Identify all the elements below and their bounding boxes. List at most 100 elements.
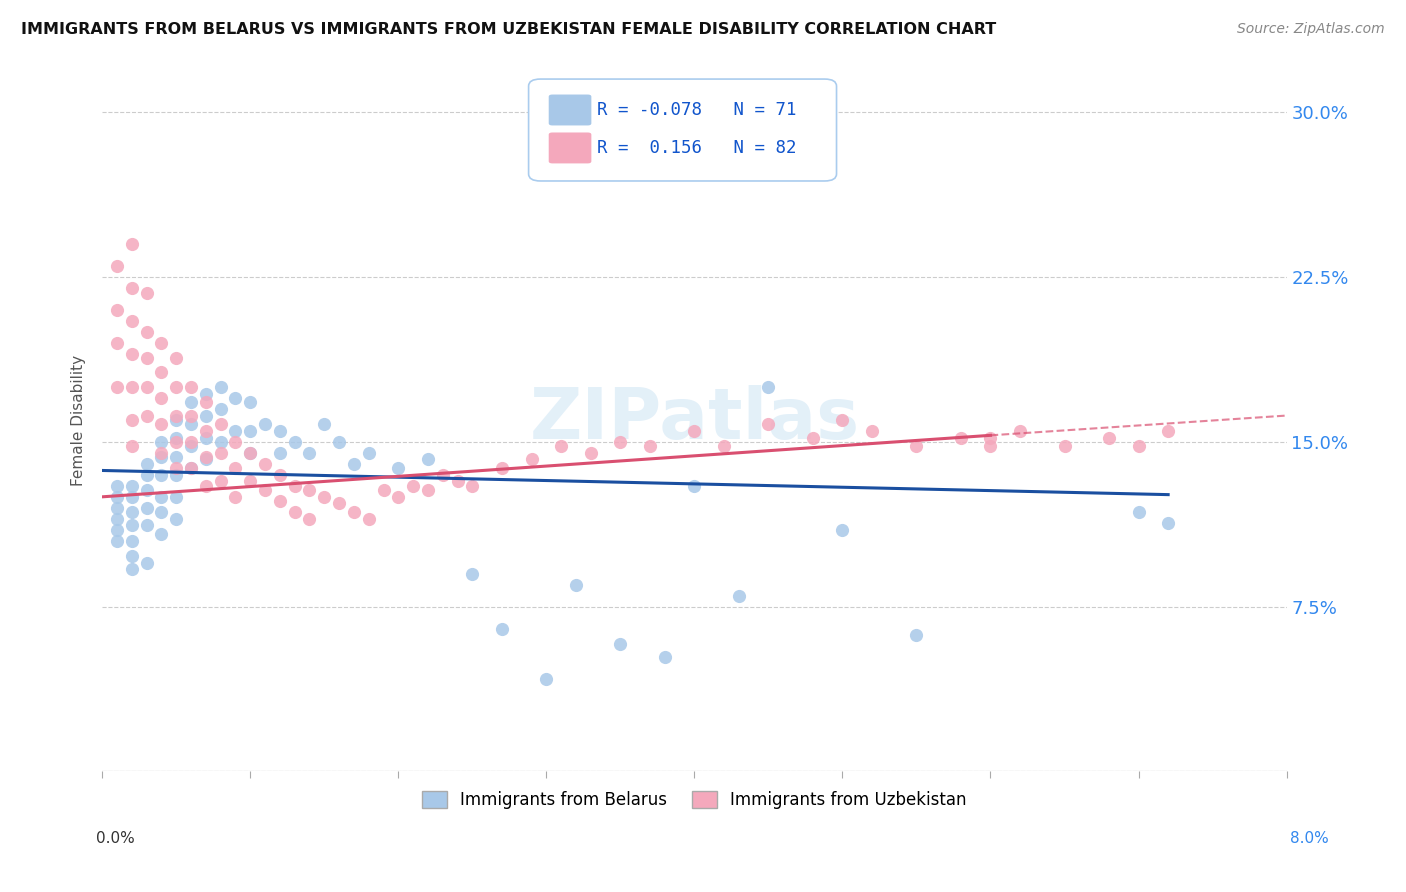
Point (284, 479, 307, 493)
FancyBboxPatch shape (548, 95, 592, 126)
Point (758, 380, 780, 394)
Point (269, 494, 291, 508)
Point (284, 505, 307, 519)
Point (416, 452, 439, 467)
Point (150, 490, 173, 504)
Point (150, 450, 173, 465)
Point (135, 285, 157, 300)
Point (609, 637, 631, 651)
Point (121, 549, 143, 563)
Point (1128, 505, 1150, 519)
Point (254, 483, 277, 498)
Point (121, 380, 143, 394)
Point (150, 505, 173, 519)
Point (1157, 424, 1180, 438)
Point (180, 461, 202, 475)
Point (105, 512, 128, 526)
Point (284, 434, 307, 449)
Point (121, 281, 143, 295)
Point (565, 577, 588, 591)
Point (683, 424, 706, 438)
Point (165, 413, 187, 427)
Point (1053, 439, 1076, 453)
Point (860, 424, 883, 438)
Point (239, 475, 262, 489)
Point (209, 401, 232, 416)
Point (105, 479, 128, 493)
Point (239, 424, 262, 438)
Point (194, 450, 217, 465)
Point (194, 395, 217, 409)
Point (1098, 430, 1121, 444)
Y-axis label: Female Disability: Female Disability (72, 354, 86, 485)
Point (150, 365, 173, 379)
Point (520, 452, 543, 467)
Point (209, 475, 232, 489)
Point (121, 413, 143, 427)
Point (536, 672, 558, 686)
Point (194, 409, 217, 423)
Point (209, 417, 232, 432)
Point (135, 556, 157, 570)
Point (121, 439, 143, 453)
Point (135, 518, 157, 533)
Point (713, 439, 735, 453)
Point (135, 351, 157, 366)
Point (579, 446, 602, 460)
Point (328, 434, 350, 449)
Point (209, 434, 232, 449)
Point (979, 430, 1001, 444)
Point (609, 434, 631, 449)
Point (298, 446, 321, 460)
Text: 0.0%: 0.0% (96, 831, 135, 847)
Point (727, 589, 749, 603)
Point (239, 446, 262, 460)
Point (269, 446, 291, 460)
Point (491, 461, 513, 475)
Point (165, 380, 187, 394)
Text: IMMIGRANTS FROM BELARUS VS IMMIGRANTS FROM UZBEKISTAN FEMALE DISABILITY CORRELAT: IMMIGRANTS FROM BELARUS VS IMMIGRANTS FR… (21, 22, 997, 37)
Point (446, 475, 468, 489)
Text: Source: ZipAtlas.com: Source: ZipAtlas.com (1237, 22, 1385, 37)
Point (194, 479, 217, 493)
Point (180, 409, 202, 423)
Point (165, 409, 187, 423)
Point (387, 490, 409, 504)
Point (979, 439, 1001, 453)
Point (328, 496, 350, 510)
Point (416, 483, 439, 498)
Point (224, 391, 246, 405)
Point (239, 395, 262, 409)
Legend: Immigrants from Belarus, Immigrants from Uzbekistan: Immigrants from Belarus, Immigrants from… (415, 784, 973, 816)
Point (638, 439, 661, 453)
Point (357, 512, 380, 526)
Point (224, 461, 246, 475)
Point (357, 446, 380, 460)
Point (269, 424, 291, 438)
Point (180, 395, 202, 409)
Point (165, 450, 187, 465)
Point (373, 483, 395, 498)
Point (121, 505, 143, 519)
Point (387, 461, 409, 475)
Point (239, 446, 262, 460)
Point (1128, 439, 1150, 453)
Point (831, 523, 853, 537)
Point (905, 628, 928, 642)
Point (150, 336, 173, 351)
Point (165, 461, 187, 475)
Point (550, 439, 572, 453)
Point (105, 500, 128, 515)
Point (224, 424, 246, 438)
Point (831, 413, 853, 427)
Point (105, 490, 128, 504)
Point (105, 259, 128, 273)
Point (121, 347, 143, 361)
Point (298, 512, 321, 526)
Point (165, 467, 187, 482)
Point (165, 430, 187, 444)
Point (194, 386, 217, 401)
Point (105, 523, 128, 537)
Point (461, 479, 484, 493)
Point (180, 380, 202, 394)
